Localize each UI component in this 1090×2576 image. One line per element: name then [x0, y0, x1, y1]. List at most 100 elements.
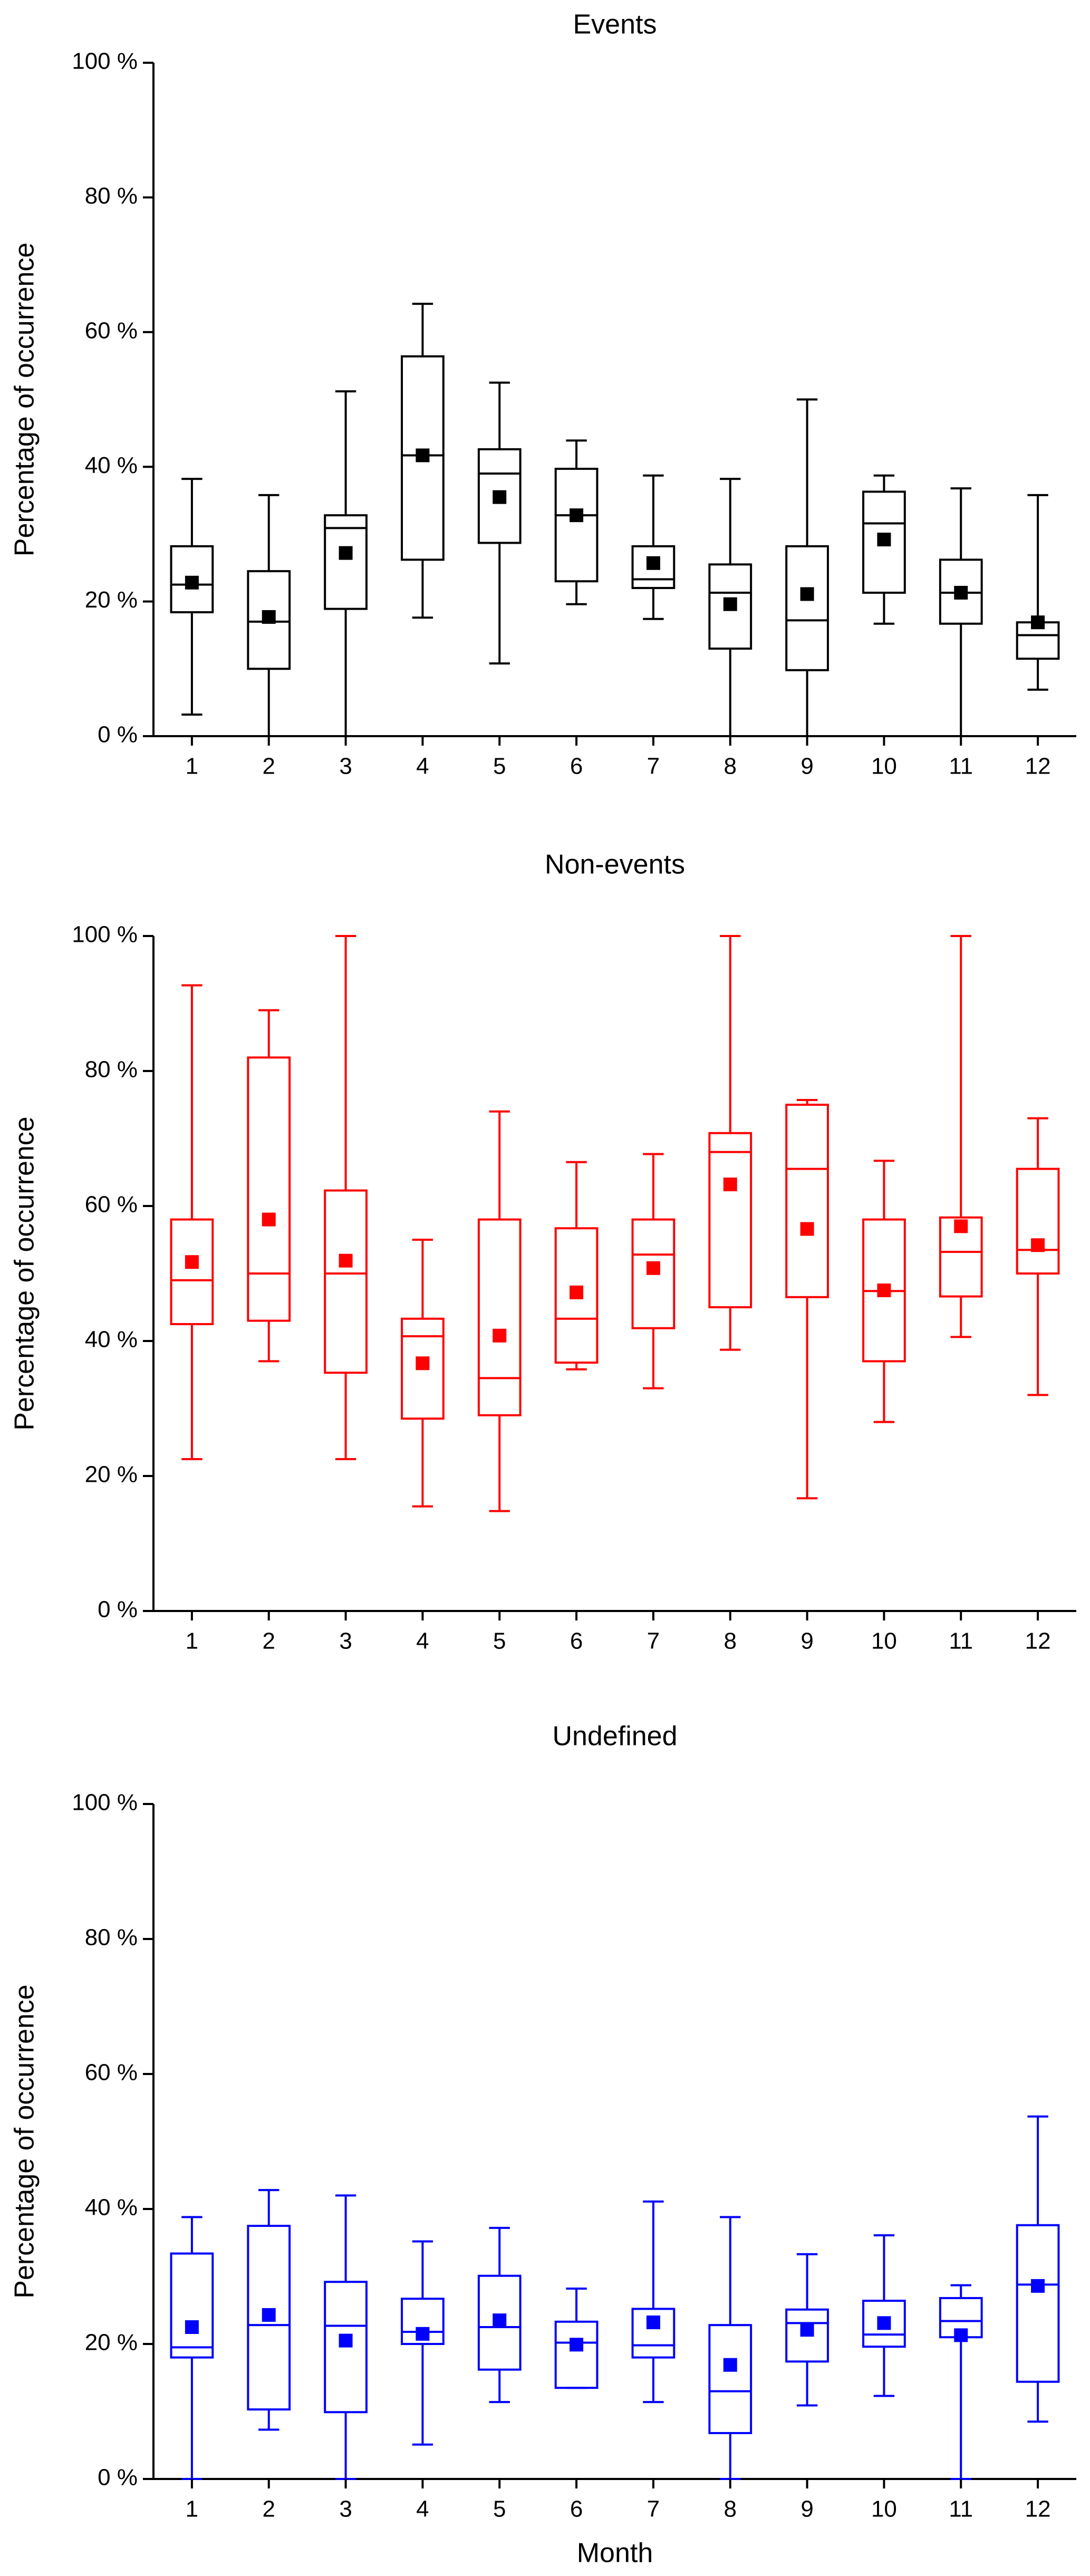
y-tick-label: 20 %: [85, 2330, 138, 2356]
box: [785, 545, 829, 671]
y-tick-label: 40 %: [85, 452, 138, 478]
box: [785, 2308, 829, 2363]
x-tick-label: 8: [724, 2496, 737, 2522]
y-tick-label: 20 %: [85, 587, 138, 613]
chart-title: Non-events: [545, 850, 685, 880]
x-tick-label: 1: [186, 1628, 198, 1654]
x-tick-label: 10: [871, 754, 897, 779]
box: [862, 490, 906, 594]
y-tick-label: 80 %: [85, 183, 138, 209]
mean-marker: [1031, 2279, 1045, 2293]
x-tick-label: 8: [724, 1628, 737, 1654]
box: [324, 2281, 368, 2414]
box: [708, 1132, 753, 1308]
x-tick-label: 7: [647, 2496, 660, 2522]
y-axis-label: Percentage of occurrence: [9, 243, 40, 556]
chart-title: Events: [573, 9, 657, 40]
mean-marker: [262, 2308, 276, 2322]
x-tick-label: 7: [647, 1628, 660, 1654]
box: [477, 2274, 522, 2371]
mean-marker: [570, 2338, 584, 2352]
box: [708, 2324, 753, 2434]
mean-marker: [723, 1178, 737, 1192]
mean-marker: [339, 546, 353, 560]
mean-marker: [646, 556, 660, 570]
box: [1016, 2224, 1060, 2383]
mean-marker: [1031, 1238, 1045, 1252]
mean-marker: [416, 2327, 430, 2341]
mean-marker: [339, 2333, 353, 2348]
mean-marker: [339, 1253, 353, 1268]
box: [862, 2300, 906, 2348]
box: [554, 468, 599, 583]
x-tick-label: 2: [263, 1628, 275, 1654]
y-tick-label: 0 %: [98, 722, 138, 748]
y-tick-label: 40 %: [85, 2195, 138, 2221]
box: [247, 1056, 291, 1322]
mean-marker: [262, 610, 276, 624]
y-axis-label: Percentage of occurrence: [9, 1116, 40, 1430]
box: [631, 2308, 676, 2359]
box: [324, 514, 368, 610]
x-axis-label: Month: [577, 2538, 653, 2569]
x-tick-label: 8: [724, 754, 737, 779]
y-tick-label: 0 %: [98, 2465, 138, 2491]
box: [1016, 1168, 1060, 1275]
y-tick-label: 0 %: [98, 1597, 138, 1623]
x-tick-label: 12: [1025, 1628, 1051, 1654]
y-tick-label: 80 %: [85, 1057, 138, 1083]
mean-marker: [877, 2316, 891, 2330]
mean-marker: [646, 1261, 660, 1275]
x-tick-label: 5: [493, 754, 506, 779]
x-tick-label: 11: [949, 1628, 973, 1654]
mean-marker: [954, 585, 968, 600]
mean-marker: [570, 1285, 584, 1299]
x-tick-label: 6: [570, 754, 583, 779]
x-tick-label: 11: [949, 2496, 973, 2522]
x-tick-label: 9: [800, 1628, 813, 1654]
x-tick-label: 11: [949, 754, 973, 779]
y-tick-label: 40 %: [85, 1327, 138, 1353]
y-tick-label: 60 %: [85, 2060, 138, 2086]
x-tick-label: 2: [263, 754, 275, 779]
mean-marker: [646, 2315, 660, 2330]
x-tick-label: 3: [339, 754, 352, 779]
y-tick-label: 100 %: [72, 922, 138, 948]
box: [170, 545, 214, 614]
y-tick-label: 100 %: [72, 49, 138, 74]
box: [401, 1317, 445, 1420]
box: [554, 2320, 599, 2389]
box: [785, 1104, 829, 1298]
x-tick-label: 3: [339, 2496, 352, 2522]
box: [324, 1189, 368, 1374]
mean-marker: [1031, 615, 1045, 630]
x-tick-label: 4: [416, 2496, 429, 2522]
mean-marker: [493, 1328, 507, 1343]
mean-marker: [877, 1284, 891, 1297]
box: [401, 355, 445, 561]
x-tick-label: 2: [263, 2496, 275, 2522]
x-tick-label: 12: [1025, 2496, 1051, 2522]
x-tick-label: 6: [570, 1628, 583, 1654]
box: [170, 1218, 214, 1326]
x-tick-label: 4: [416, 754, 429, 779]
x-tick-label: 5: [493, 2496, 506, 2522]
x-tick-label: 5: [493, 1628, 506, 1654]
mean-marker: [493, 490, 507, 504]
x-tick-label: 3: [339, 1628, 352, 1654]
box: [554, 1227, 599, 1364]
x-tick-label: 1: [186, 754, 198, 779]
y-tick-label: 60 %: [85, 1192, 138, 1218]
y-tick-label: 80 %: [85, 1925, 138, 1951]
x-tick-label: 7: [647, 754, 660, 779]
x-tick-label: 9: [800, 2496, 813, 2522]
x-tick-label: 10: [871, 2496, 897, 2522]
mean-marker: [954, 1219, 968, 1233]
y-tick-label: 60 %: [85, 317, 138, 343]
box: [939, 1216, 983, 1298]
y-tick-label: 20 %: [85, 1462, 138, 1488]
x-tick-label: 4: [416, 1628, 429, 1654]
box: [631, 545, 676, 590]
mean-marker: [954, 2328, 968, 2342]
